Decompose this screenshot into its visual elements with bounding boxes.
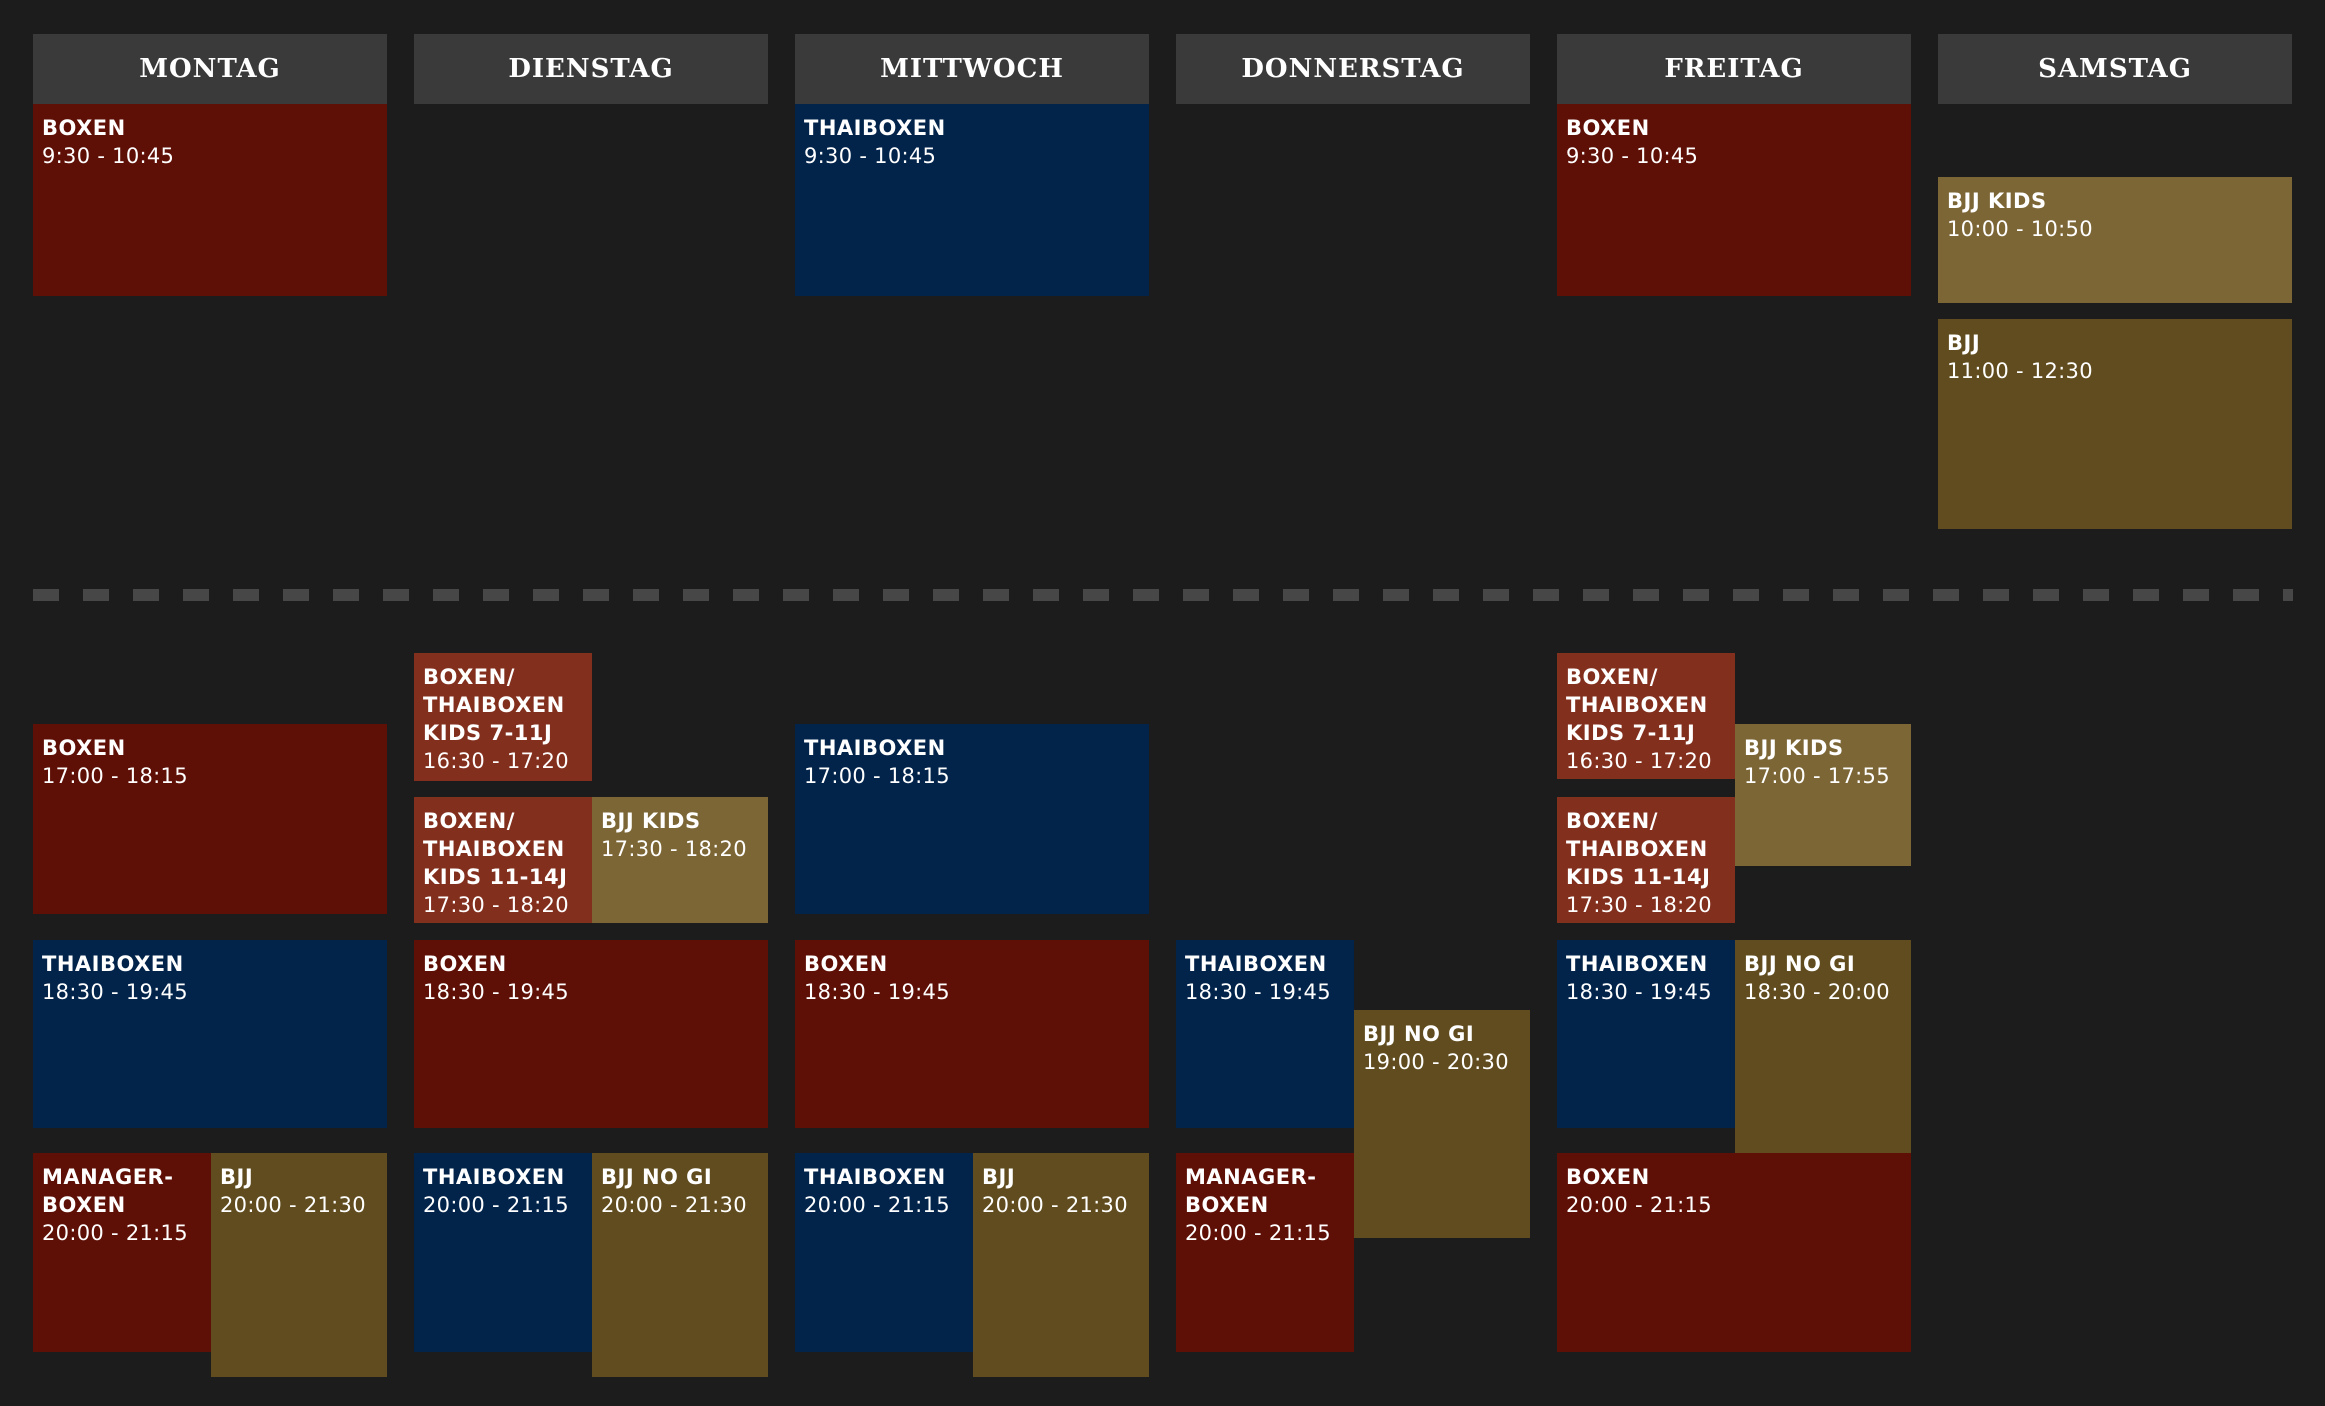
class-time: 18:30 - 19:45: [1185, 980, 1331, 1004]
class-montag-bjj[interactable]: BJJ 20:00 - 21:30: [211, 1153, 387, 1377]
day-header-samstag: SAMSTAG: [1938, 34, 2292, 104]
class-time: 16:30 - 17:20: [1566, 749, 1712, 773]
class-freitag-boxen-evening[interactable]: BOXEN 20:00 - 21:15: [1557, 1153, 1911, 1352]
class-time: 9:30 - 10:45: [804, 144, 937, 168]
class-freitag-bjj-no-gi[interactable]: BJJ NO GI 18:30 - 20:00: [1735, 940, 1911, 1153]
class-dienstag-kids-7-11[interactable]: BOXEN/ THAIBOXEN KIDS 7-11J 16:30 - 17:2…: [414, 653, 592, 781]
class-name: BOXEN: [423, 952, 507, 976]
class-time: 20:00 - 21:15: [804, 1193, 950, 1217]
class-name: BOXEN/ THAIBOXEN KIDS 7-11J: [423, 665, 565, 745]
class-time: 18:30 - 19:45: [42, 980, 188, 1004]
class-time: 18:30 - 19:45: [804, 980, 950, 1004]
class-name: BJJ NO GI: [1744, 952, 1856, 976]
class-dienstag-boxen[interactable]: BOXEN 18:30 - 19:45: [414, 940, 768, 1128]
class-time: 17:30 - 18:20: [1566, 893, 1712, 917]
class-time: 17:00 - 17:55: [1744, 764, 1890, 788]
day-header-donnerstag: DONNERSTAG: [1176, 34, 1530, 104]
class-name: BOXEN: [42, 736, 126, 760]
class-freitag-boxen-morning[interactable]: BOXEN 9:30 - 10:45: [1557, 104, 1911, 296]
day-header-montag: MONTAG: [33, 34, 387, 104]
class-name: BJJ: [220, 1165, 254, 1189]
class-time: 20:00 - 21:30: [982, 1193, 1128, 1217]
class-time: 9:30 - 10:45: [42, 144, 175, 168]
class-time: 17:30 - 18:20: [601, 837, 747, 861]
class-time: 17:00 - 18:15: [804, 764, 950, 788]
class-time: 20:00 - 21:15: [42, 1221, 188, 1245]
class-name: BJJ KIDS: [601, 809, 701, 833]
class-name: BOXEN/ THAIBOXEN KIDS 11-14J: [1566, 809, 1711, 889]
class-dienstag-kids-11-14[interactable]: BOXEN/ THAIBOXEN KIDS 11-14J 17:30 - 18:…: [414, 797, 592, 923]
class-montag-boxen-morning[interactable]: BOXEN 9:30 - 10:45: [33, 104, 387, 296]
class-time: 20:00 - 21:15: [1566, 1193, 1712, 1217]
class-name: THAIBOXEN: [1566, 952, 1708, 976]
class-name: BOXEN: [804, 952, 888, 976]
class-time: 19:00 - 20:30: [1363, 1050, 1509, 1074]
class-name: BOXEN/ THAIBOXEN KIDS 7-11J: [1566, 665, 1708, 745]
class-name: THAIBOXEN: [804, 1165, 946, 1189]
class-time: 17:30 - 18:20: [423, 893, 569, 917]
class-time: 20:00 - 21:15: [1185, 1221, 1331, 1245]
class-freitag-kids-11-14[interactable]: BOXEN/ THAIBOXEN KIDS 11-14J 17:30 - 18:…: [1557, 797, 1735, 923]
class-name: THAIBOXEN: [423, 1165, 565, 1189]
class-dienstag-thaiboxen[interactable]: THAIBOXEN 20:00 - 21:15: [414, 1153, 592, 1352]
class-time: 17:00 - 18:15: [42, 764, 188, 788]
class-mittwoch-thaiboxen-morning[interactable]: THAIBOXEN 9:30 - 10:45: [795, 104, 1149, 296]
class-name: THAIBOXEN: [1185, 952, 1327, 976]
class-name: MANAGER- BOXEN: [1185, 1165, 1317, 1217]
class-mittwoch-thaiboxen-evening[interactable]: THAIBOXEN 17:00 - 18:15: [795, 724, 1149, 914]
class-time: 20:00 - 21:30: [220, 1193, 366, 1217]
class-time: 9:30 - 10:45: [1566, 144, 1699, 168]
class-freitag-thaiboxen[interactable]: THAIBOXEN 18:30 - 19:45: [1557, 940, 1735, 1128]
class-mittwoch-boxen[interactable]: BOXEN 18:30 - 19:45: [795, 940, 1149, 1128]
class-name: BOXEN: [42, 116, 126, 140]
morning-evening-divider: [33, 589, 2293, 601]
class-dienstag-bjj-no-gi[interactable]: BJJ NO GI 20:00 - 21:30: [592, 1153, 768, 1377]
day-header-freitag: FREITAG: [1557, 34, 1911, 104]
class-montag-thaiboxen[interactable]: THAIBOXEN 18:30 - 19:45: [33, 940, 387, 1128]
class-name: THAIBOXEN: [804, 736, 946, 760]
class-dienstag-bjj-kids[interactable]: BJJ KIDS 17:30 - 18:20: [592, 797, 768, 923]
class-name: BJJ KIDS: [1947, 189, 2047, 213]
class-time: 20:00 - 21:15: [423, 1193, 569, 1217]
class-montag-boxen-evening[interactable]: BOXEN 17:00 - 18:15: [33, 724, 387, 914]
class-name: THAIBOXEN: [804, 116, 946, 140]
class-time: 20:00 - 21:30: [601, 1193, 747, 1217]
class-donnerstag-bjj-no-gi[interactable]: BJJ NO GI 19:00 - 20:30: [1354, 1010, 1530, 1238]
class-time: 18:30 - 20:00: [1744, 980, 1890, 1004]
class-montag-manager-boxen[interactable]: MANAGER- BOXEN 20:00 - 21:15: [33, 1153, 211, 1352]
class-name: BJJ NO GI: [1363, 1022, 1475, 1046]
class-freitag-kids-7-11[interactable]: BOXEN/ THAIBOXEN KIDS 7-11J 16:30 - 17:2…: [1557, 653, 1735, 779]
day-header-dienstag: DIENSTAG: [414, 34, 768, 104]
day-header-mittwoch: MITTWOCH: [795, 34, 1149, 104]
class-name: BJJ: [1947, 331, 1981, 355]
class-name: BOXEN: [1566, 116, 1650, 140]
class-donnerstag-thaiboxen[interactable]: THAIBOXEN 18:30 - 19:45: [1176, 940, 1354, 1128]
class-donnerstag-manager-boxen[interactable]: MANAGER- BOXEN 20:00 - 21:15: [1176, 1153, 1354, 1352]
class-time: 11:00 - 12:30: [1947, 359, 2093, 383]
class-freitag-bjj-kids[interactable]: BJJ KIDS 17:00 - 17:55: [1735, 724, 1911, 866]
class-name: BOXEN/ THAIBOXEN KIDS 11-14J: [423, 809, 568, 889]
class-name: THAIBOXEN: [42, 952, 184, 976]
class-name: BJJ KIDS: [1744, 736, 1844, 760]
class-time: 16:30 - 17:20: [423, 749, 569, 773]
class-time: 10:00 - 10:50: [1947, 217, 2093, 241]
class-name: BJJ: [982, 1165, 1016, 1189]
class-time: 18:30 - 19:45: [1566, 980, 1712, 1004]
class-mittwoch-thaiboxen-late[interactable]: THAIBOXEN 20:00 - 21:15: [795, 1153, 973, 1352]
class-time: 18:30 - 19:45: [423, 980, 569, 1004]
class-name: BJJ NO GI: [601, 1165, 713, 1189]
class-name: BOXEN: [1566, 1165, 1650, 1189]
class-samstag-bjj-kids[interactable]: BJJ KIDS 10:00 - 10:50: [1938, 177, 2292, 303]
class-name: MANAGER- BOXEN: [42, 1165, 174, 1217]
class-mittwoch-bjj[interactable]: BJJ 20:00 - 21:30: [973, 1153, 1149, 1377]
class-samstag-bjj[interactable]: BJJ 11:00 - 12:30: [1938, 319, 2292, 529]
